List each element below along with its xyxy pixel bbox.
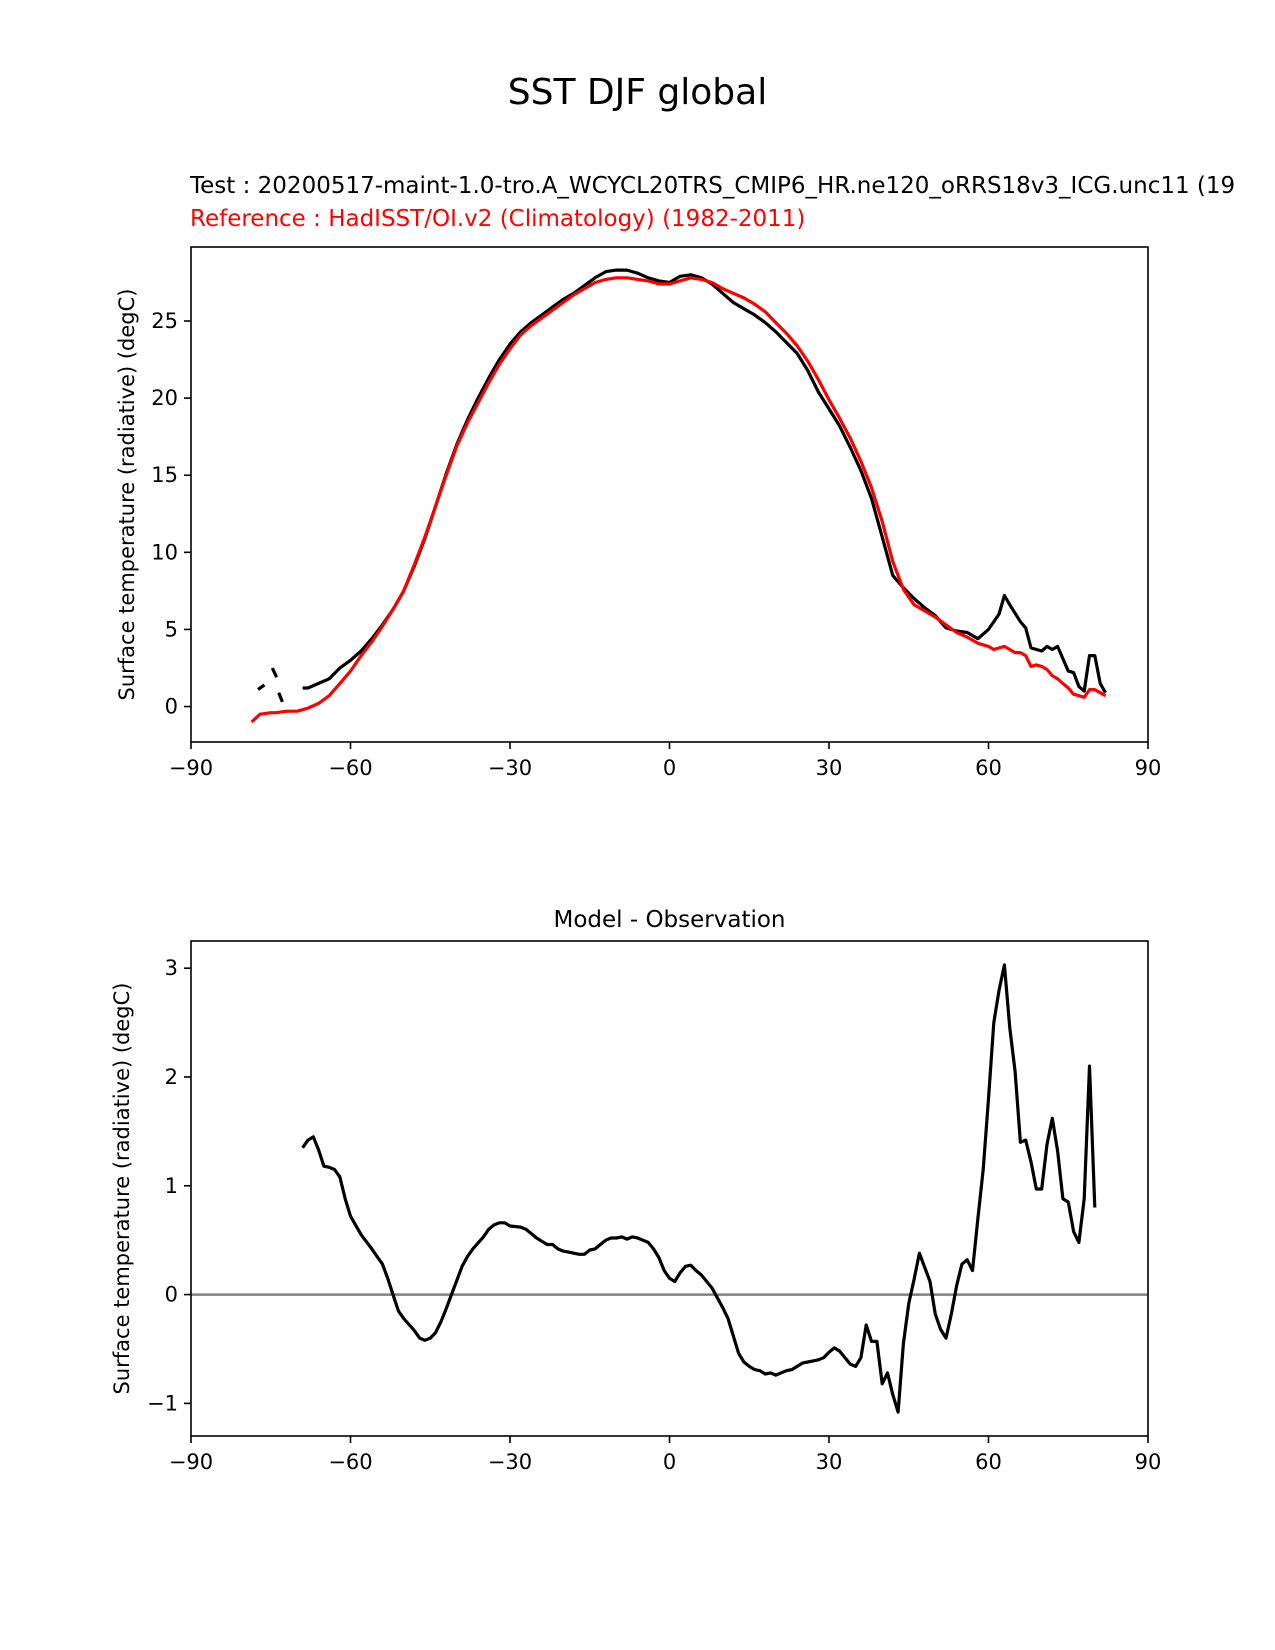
x-tick-label: 90: [1135, 756, 1162, 780]
reference-label: Reference : HadISST/OI.v2 (Climatology) …: [190, 206, 806, 232]
figure-title: SST DJF global: [507, 72, 768, 113]
y-tick-label: 5: [165, 617, 178, 641]
y-tick-label: 0: [165, 695, 178, 719]
test-series-line: [277, 692, 284, 703]
difference-series-line: [301, 963, 1097, 1414]
y-axis-label: Surface temperature (radiative) (degC): [115, 289, 139, 701]
x-tick-label: 30: [816, 1450, 843, 1474]
reference-series-line: [250, 276, 1107, 724]
y-tick-label: 10: [151, 540, 178, 564]
x-tick-label: −30: [488, 756, 532, 780]
y-axis-label: Surface temperature (radiative) (degC): [110, 983, 134, 1395]
axes-frame: [190, 246, 1149, 743]
x-tick-label: 0: [663, 1450, 676, 1474]
y-tick-label: 1: [165, 1174, 178, 1198]
test-series-line: [302, 268, 1107, 694]
difference-panel: Model - Observation −90 −60 −30 0 30 60 90 −1 0 1 2…: [110, 907, 1161, 1474]
test-series-line: [257, 683, 266, 691]
axes-frame: [190, 940, 1149, 1437]
x-tick-label: −60: [328, 1450, 372, 1474]
x-tick-label: 60: [975, 756, 1002, 780]
y-tick-label: 2: [165, 1065, 178, 1089]
y-tick-label: 25: [151, 309, 178, 333]
x-tick-label: 30: [816, 756, 843, 780]
y-tick-label: −1: [147, 1391, 178, 1415]
test-series-line: [270, 667, 279, 678]
panel-title: Model - Observation: [553, 907, 785, 933]
x-tick-label: −90: [169, 1450, 213, 1474]
x-tick-label: −30: [488, 1450, 532, 1474]
x-tick-label: −60: [328, 756, 372, 780]
y-tick-label: 20: [151, 386, 178, 410]
y-tick-label: 3: [165, 956, 178, 980]
test-label: Test : 20200517-maint-1.0-tro.A_WCYCL20T…: [190, 173, 1236, 199]
x-tick-label: 90: [1135, 1450, 1162, 1474]
y-tick-label: 15: [151, 463, 178, 487]
y-tick-label: 0: [165, 1283, 178, 1307]
x-tick-label: −90: [169, 756, 213, 780]
x-tick-label: 0: [663, 756, 676, 780]
x-tick-label: 60: [975, 1450, 1002, 1474]
top-panel: −90 −60 −30 0 30 60 90 0 5 10 15 20 25 Surface temper…: [115, 246, 1162, 780]
